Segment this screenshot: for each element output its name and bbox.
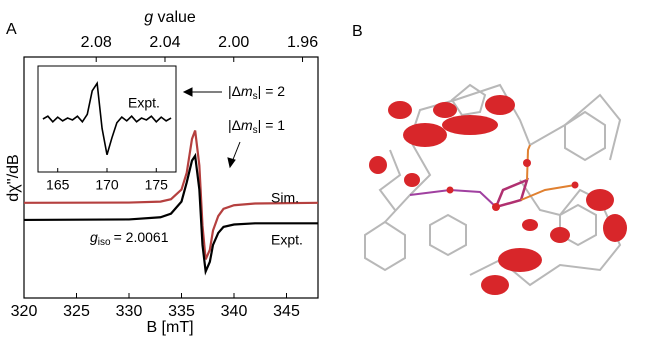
x-tick-label: 340 (221, 303, 248, 320)
x-axis-label: B [mT] (146, 319, 193, 336)
spin-density (404, 173, 420, 187)
suffix: | = 1 (258, 117, 286, 133)
spin-density (369, 156, 387, 174)
arrowhead (228, 158, 235, 167)
value: = 2.0061 (114, 229, 169, 245)
x-tick-label: 325 (63, 303, 90, 320)
transition-label: |Δms| = 1 (228, 117, 285, 136)
x-tick-label: 330 (116, 303, 143, 320)
prefix: |Δ (228, 117, 241, 133)
spin-density (498, 248, 542, 272)
giso-label: giso= 2.0061 (90, 229, 169, 248)
atom (447, 187, 454, 194)
bond (410, 190, 496, 207)
bond (530, 95, 620, 160)
inset-x-tick-label: 170 (95, 177, 119, 193)
spin-density (603, 214, 627, 242)
x-tick-label: 320 (11, 303, 38, 320)
molecule (365, 85, 627, 295)
x2-tick-label: 2.00 (218, 34, 249, 51)
atom (492, 203, 500, 211)
inset-x-tick-label: 165 (46, 177, 70, 193)
ring (365, 222, 405, 270)
axis-text: value (158, 9, 196, 26)
atom (523, 159, 531, 167)
series-label: Sim. (271, 190, 299, 206)
spin-density (388, 101, 412, 119)
symbol: m (241, 117, 253, 133)
data-line (24, 156, 318, 272)
y-axis-label: dχ''/dB (5, 154, 22, 201)
ring (430, 215, 466, 255)
series-label: Expt. (271, 232, 303, 248)
inset-x-tick-label: 175 (145, 177, 169, 193)
spin-density (485, 95, 515, 115)
panel-label: B (352, 23, 363, 40)
x2-tick-label: 2.08 (81, 34, 112, 51)
axis-symbol: g (144, 9, 153, 26)
subscript: iso (98, 237, 111, 248)
top-axis-label: g value (144, 9, 196, 26)
atom (572, 182, 579, 189)
spin-density (586, 189, 614, 211)
x2-tick-label: 1.96 (287, 34, 318, 51)
prefix: |Δ (228, 83, 241, 99)
spin-density (403, 123, 447, 147)
x-tick-label: 335 (168, 303, 195, 320)
x-tick-label: 345 (273, 303, 300, 320)
panel-label: A (6, 21, 17, 38)
inset-frame (38, 66, 176, 172)
figure: A B g value B [mT] dχ''/dB giso= 2.0061 … (0, 0, 648, 338)
spin-density (433, 102, 457, 118)
arrowhead (184, 88, 192, 96)
spin-density (442, 115, 498, 135)
symbol: g (90, 229, 98, 245)
inset-series-label: Expt. (128, 95, 160, 111)
spin-density (481, 275, 509, 295)
spin-density (550, 227, 570, 243)
suffix: | = 2 (258, 83, 286, 99)
symbol: m (241, 83, 253, 99)
transition-label: |Δms| = 2 (228, 83, 285, 102)
spin-density (522, 219, 538, 231)
x2-tick-label: 2.04 (149, 34, 180, 51)
